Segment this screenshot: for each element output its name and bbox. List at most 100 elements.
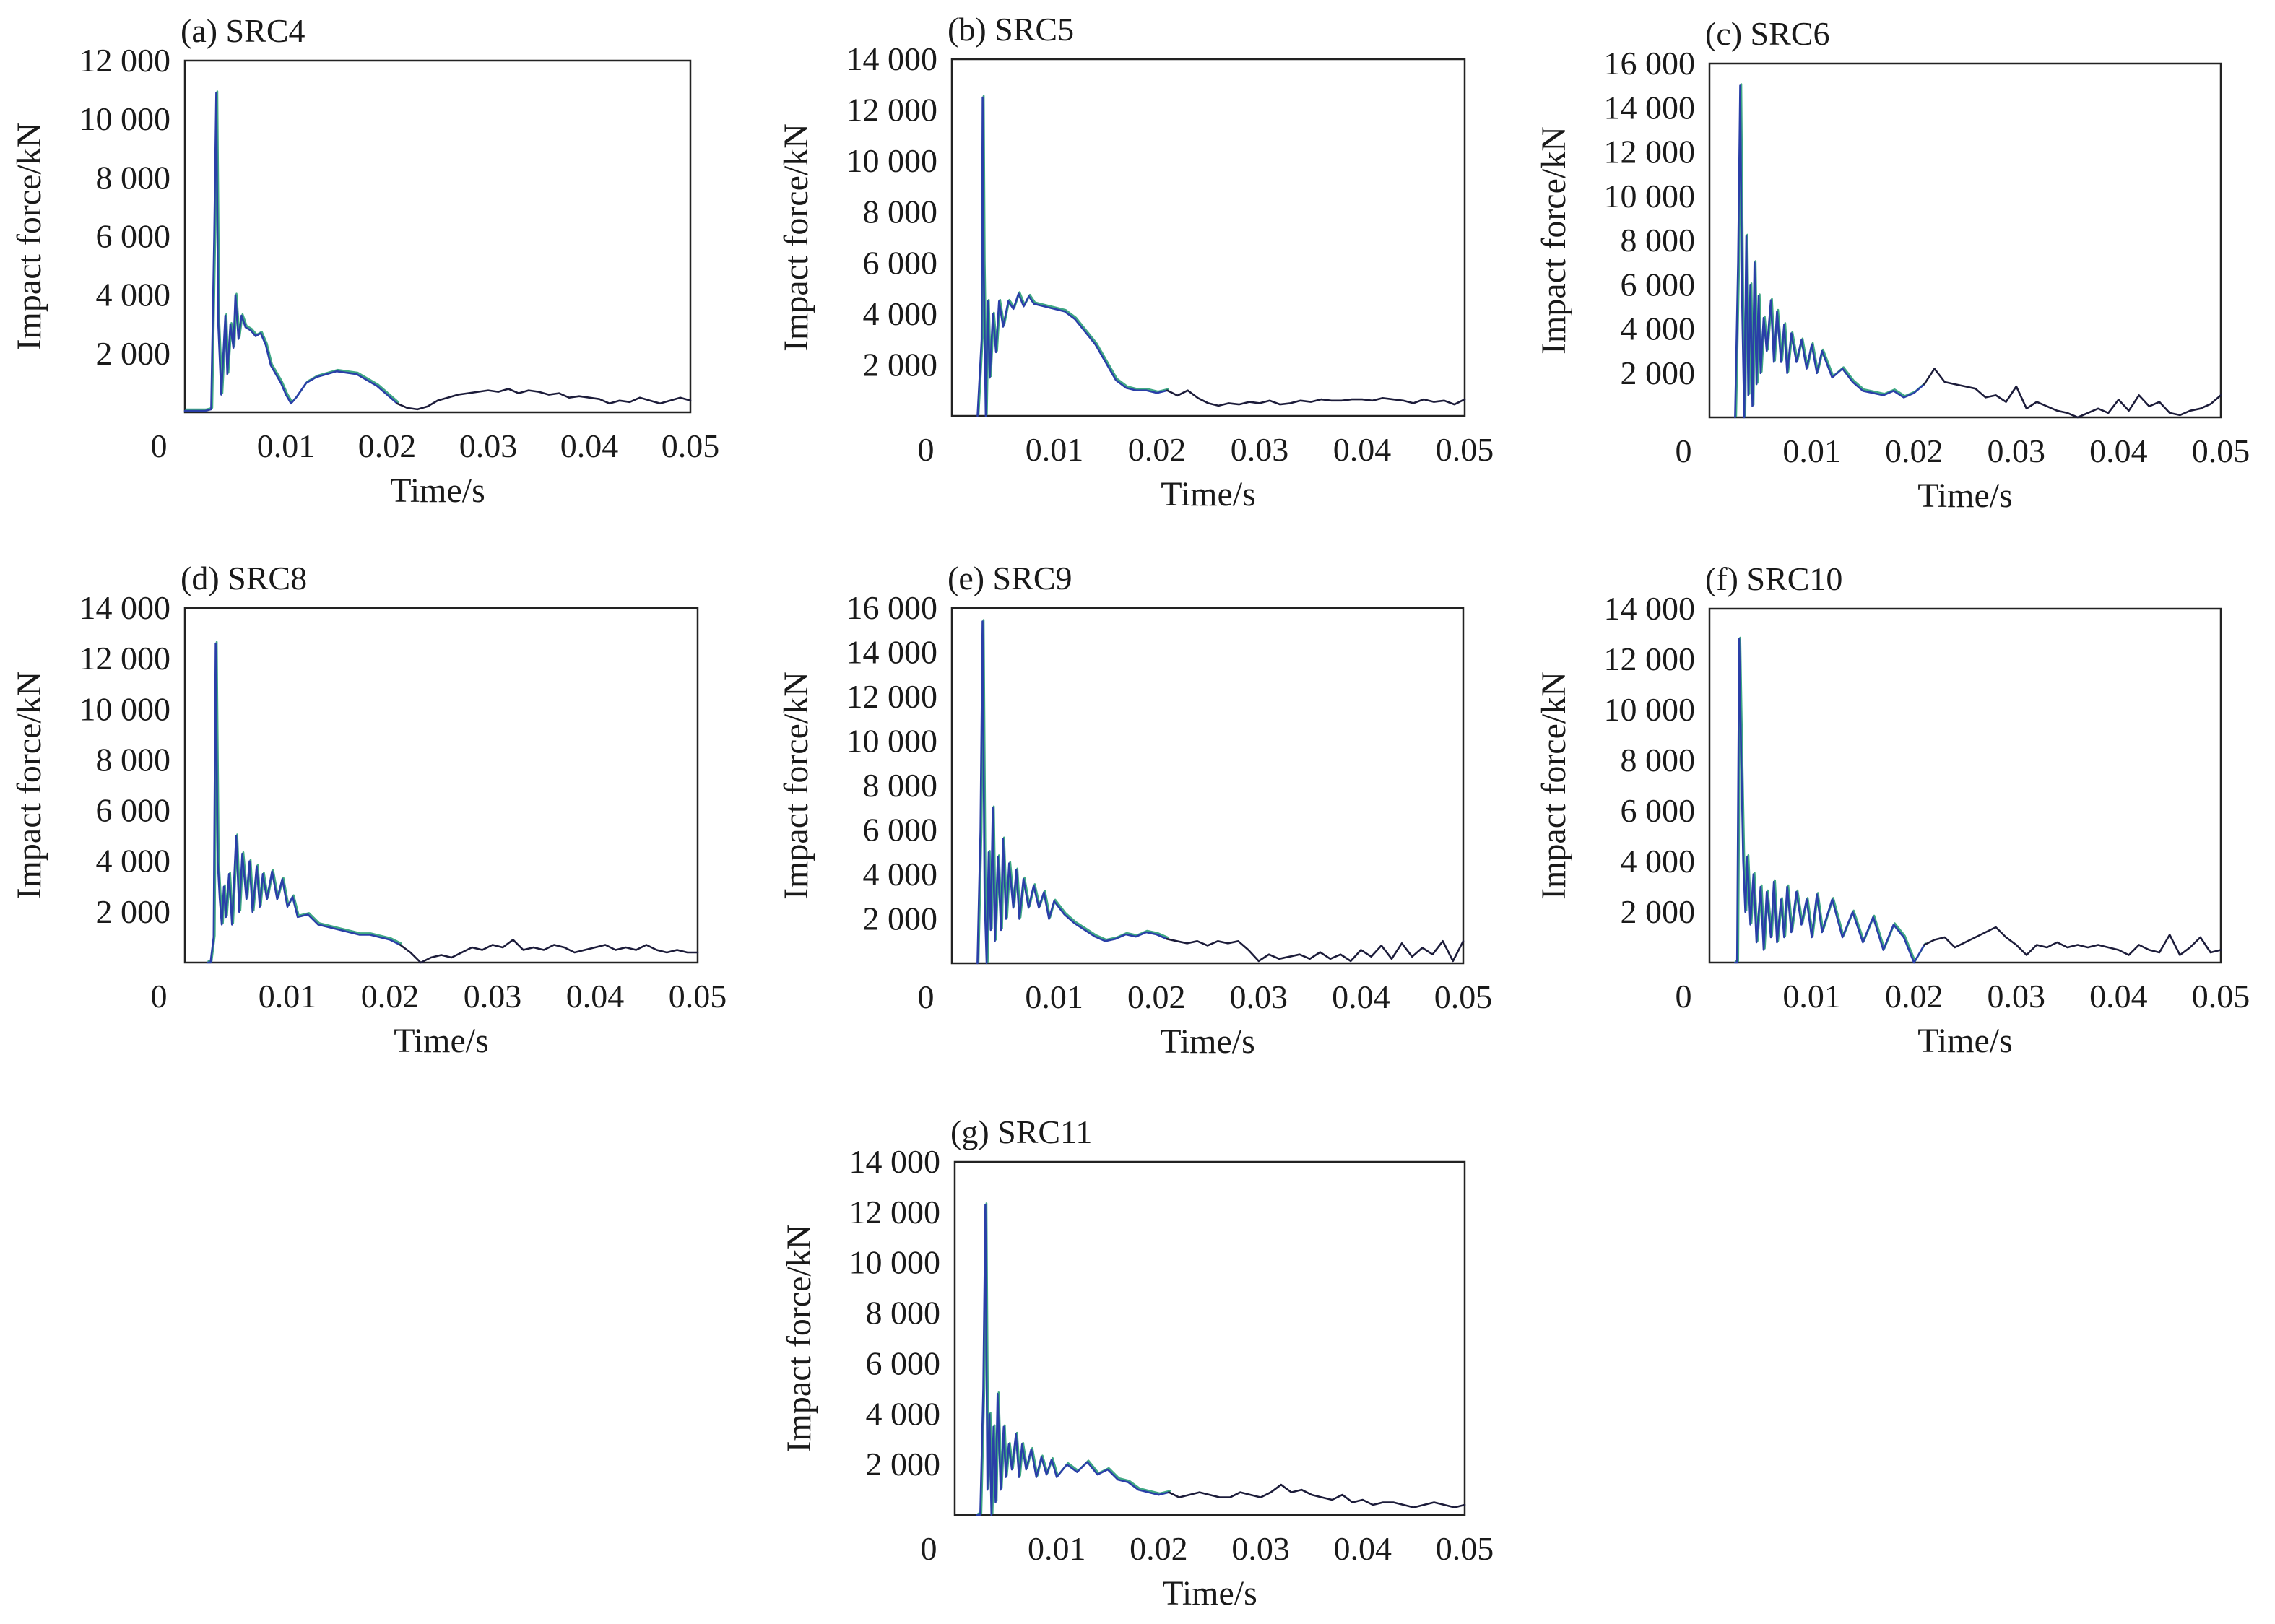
chart-3-panel: (d) SRC8 2 000 4 000 6 000 8 000 10 000 12 000…: [10, 560, 727, 1060]
chart-5-x-tick-label: 0.05: [2192, 978, 2250, 1015]
chart-1-series-0-overlay-line: [977, 95, 1169, 416]
chart-1-x-axis-label: Time/s: [1161, 475, 1256, 513]
chart-4-y-tick-label: 16 000: [846, 589, 938, 626]
chart-4-y-axis-label: Impact force/kN: [777, 672, 815, 900]
chart-6-y-tick-label: 4 000: [866, 1395, 941, 1432]
chart-5-y-tick-label: 10 000: [1604, 691, 1696, 728]
chart-2-y-tick-label: 10 000: [1604, 178, 1696, 214]
chart-5-x-tick-label: 0.01: [1782, 978, 1841, 1015]
chart-1-y-axis-label: Impact force/kN: [777, 123, 815, 352]
chart-1-x-tick-label: 0.03: [1231, 431, 1289, 468]
chart-0-x-tick-label: 0.03: [459, 427, 518, 464]
chart-0-series-0-tail-line: [396, 388, 692, 411]
chart-5-y-tick-label: 2 000: [1621, 893, 1696, 930]
chart-1-y-tick-label: 14 000: [846, 40, 938, 77]
chart-3-y-tick-label: 12 000: [79, 640, 171, 677]
chart-3-series-0-tail-line: [399, 939, 699, 964]
chart-5-x-tick-label: 0.03: [1988, 978, 2046, 1015]
chart-4-series-0-tail-line: [1166, 937, 1465, 963]
chart-2-y-axis-label: Impact force/kN: [1535, 126, 1573, 355]
chart-5-panel: (f) SRC10 2 000 4 000 6 000 8 000 10 000 12 00…: [1535, 560, 2250, 1060]
chart-4-x-tick-label: 0.03: [1230, 978, 1288, 1015]
chart-6-series-0-tail-line: [1168, 1483, 1466, 1508]
chart-0-y-tick-label: 6 000: [96, 218, 171, 255]
chart-6-x-tick-label: 0.04: [1334, 1530, 1392, 1567]
chart-2-series-0-overlay-line: [1735, 83, 1927, 417]
chart-0-plot-frame: [183, 59, 692, 414]
chart-4-plot-frame: [950, 607, 1465, 965]
chart-6-x-axis-label: Time/s: [1162, 1574, 1257, 1612]
chart-0-x-tick-label: 0.02: [358, 427, 417, 464]
chart-1-panel: (b) SRC5 2 000 4 000 6 000 8 000 10 000 12 000…: [777, 11, 1494, 513]
chart-6-y-axis-label: Impact force/kN: [780, 1225, 818, 1453]
chart-3-y-tick-label: 6 000: [96, 792, 171, 829]
chart-0-y-tick-label: 8 000: [96, 159, 171, 196]
chart-6-x-tick-label: 0.05: [1436, 1530, 1494, 1567]
chart-3-series-0-line: [206, 642, 402, 964]
chart-3-y-tick-label: 4 000: [96, 843, 171, 880]
chart-2-x-axis-label: Time/s: [1918, 477, 2013, 515]
chart-2-y-tick-label: 4 000: [1621, 311, 1696, 347]
chart-1-series-0-tail-line: [1166, 389, 1466, 407]
chart-0-title: (a) SRC4: [181, 12, 306, 49]
chart-0-x-tick-label: 0.05: [662, 427, 720, 464]
chart-2-plot-frame: [1708, 62, 2222, 419]
chart-6-x-tick-label: 0.02: [1130, 1530, 1188, 1567]
chart-2-x-tick-label: 0.01: [1782, 433, 1841, 469]
chart-3-plot-frame: [183, 607, 699, 964]
chart-5-series-0-tail-line: [1923, 926, 2222, 956]
chart-4-y-tick-label: 2 000: [863, 900, 938, 937]
chart-6-y-tick-label: 6 000: [866, 1345, 941, 1381]
chart-3-title: (d) SRC8: [181, 560, 307, 596]
chart-5-x-tick-label: 0.02: [1885, 978, 1944, 1015]
chart-1-title: (b) SRC5: [948, 11, 1074, 48]
chart-5-x-tick-label: 0.04: [2089, 978, 2148, 1015]
chart-1-y-tick-label: 12 000: [846, 92, 938, 129]
chart-4-x-tick-label: 0.05: [1434, 978, 1493, 1015]
chart-3-x-axis-label: Time/s: [394, 1022, 489, 1060]
chart-5-title: (f) SRC10: [1705, 560, 1842, 597]
chart-2-y-tick-label: 12 000: [1604, 134, 1696, 170]
chart-3-y-axis-label: Impact force/kN: [10, 672, 48, 900]
chart-3-x-tick-label: 0: [151, 978, 168, 1015]
chart-5-series-0-line: [1734, 638, 1925, 964]
chart-6-x-tick-label: 0.03: [1231, 1530, 1290, 1567]
chart-0-series-0-overlay-line: [185, 90, 399, 411]
chart-4-y-tick-label: 4 000: [863, 856, 938, 893]
chart-4-title: (e) SRC9: [948, 560, 1072, 596]
chart-3-x-tick-label: 0.02: [361, 978, 420, 1015]
chart-6-plot-frame: [953, 1160, 1466, 1516]
chart-5-y-axis-label: Impact force/kN: [1535, 672, 1573, 900]
chart-1-x-tick-label: 0.02: [1128, 431, 1187, 468]
chart-5-y-tick-label: 4 000: [1621, 843, 1696, 880]
chart-1-y-tick-label: 4 000: [863, 295, 938, 332]
chart-1-y-tick-label: 8 000: [863, 194, 938, 230]
chart-3-y-tick-label: 2 000: [96, 893, 171, 930]
chart-2-x-tick-label: 0.04: [2089, 433, 2148, 469]
chart-0-series-0-line: [183, 92, 399, 412]
chart-4-x-tick-label: 0: [918, 978, 935, 1015]
chart-2-y-tick-label: 2 000: [1621, 355, 1696, 391]
chart-5-series-0-overlay-line: [1735, 636, 1927, 963]
chart-6-y-tick-label: 12 000: [849, 1194, 941, 1230]
chart-4-y-tick-label: 8 000: [863, 767, 938, 804]
chart-6-x-tick-label: 0: [921, 1530, 937, 1567]
chart-4-y-tick-label: 10 000: [846, 723, 938, 760]
chart-0-x-tick-label: 0: [151, 427, 168, 464]
chart-4-x-axis-label: Time/s: [1160, 1022, 1255, 1061]
chart-0-y-axis-label: Impact force/kN: [10, 123, 48, 351]
chart-6-title: (g) SRC11: [950, 1113, 1092, 1150]
chart-6-x-tick-label: 0.01: [1028, 1530, 1086, 1567]
chart-2-y-tick-label: 6 000: [1621, 266, 1696, 303]
chart-4-series-0-line: [976, 620, 1168, 965]
chart-4-x-tick-label: 0.04: [1332, 978, 1390, 1015]
chart-2-title: (c) SRC6: [1705, 15, 1830, 52]
chart-3-y-tick-label: 14 000: [79, 589, 171, 626]
chart-5-x-tick-label: 0: [1676, 978, 1692, 1015]
chart-3-y-tick-label: 10 000: [79, 690, 171, 727]
chart-1-x-tick-label: 0.05: [1436, 431, 1494, 468]
chart-2-y-tick-label: 16 000: [1604, 45, 1696, 82]
chart-6-y-tick-label: 10 000: [849, 1244, 941, 1281]
chart-6-series-0-line: [976, 1204, 1170, 1516]
